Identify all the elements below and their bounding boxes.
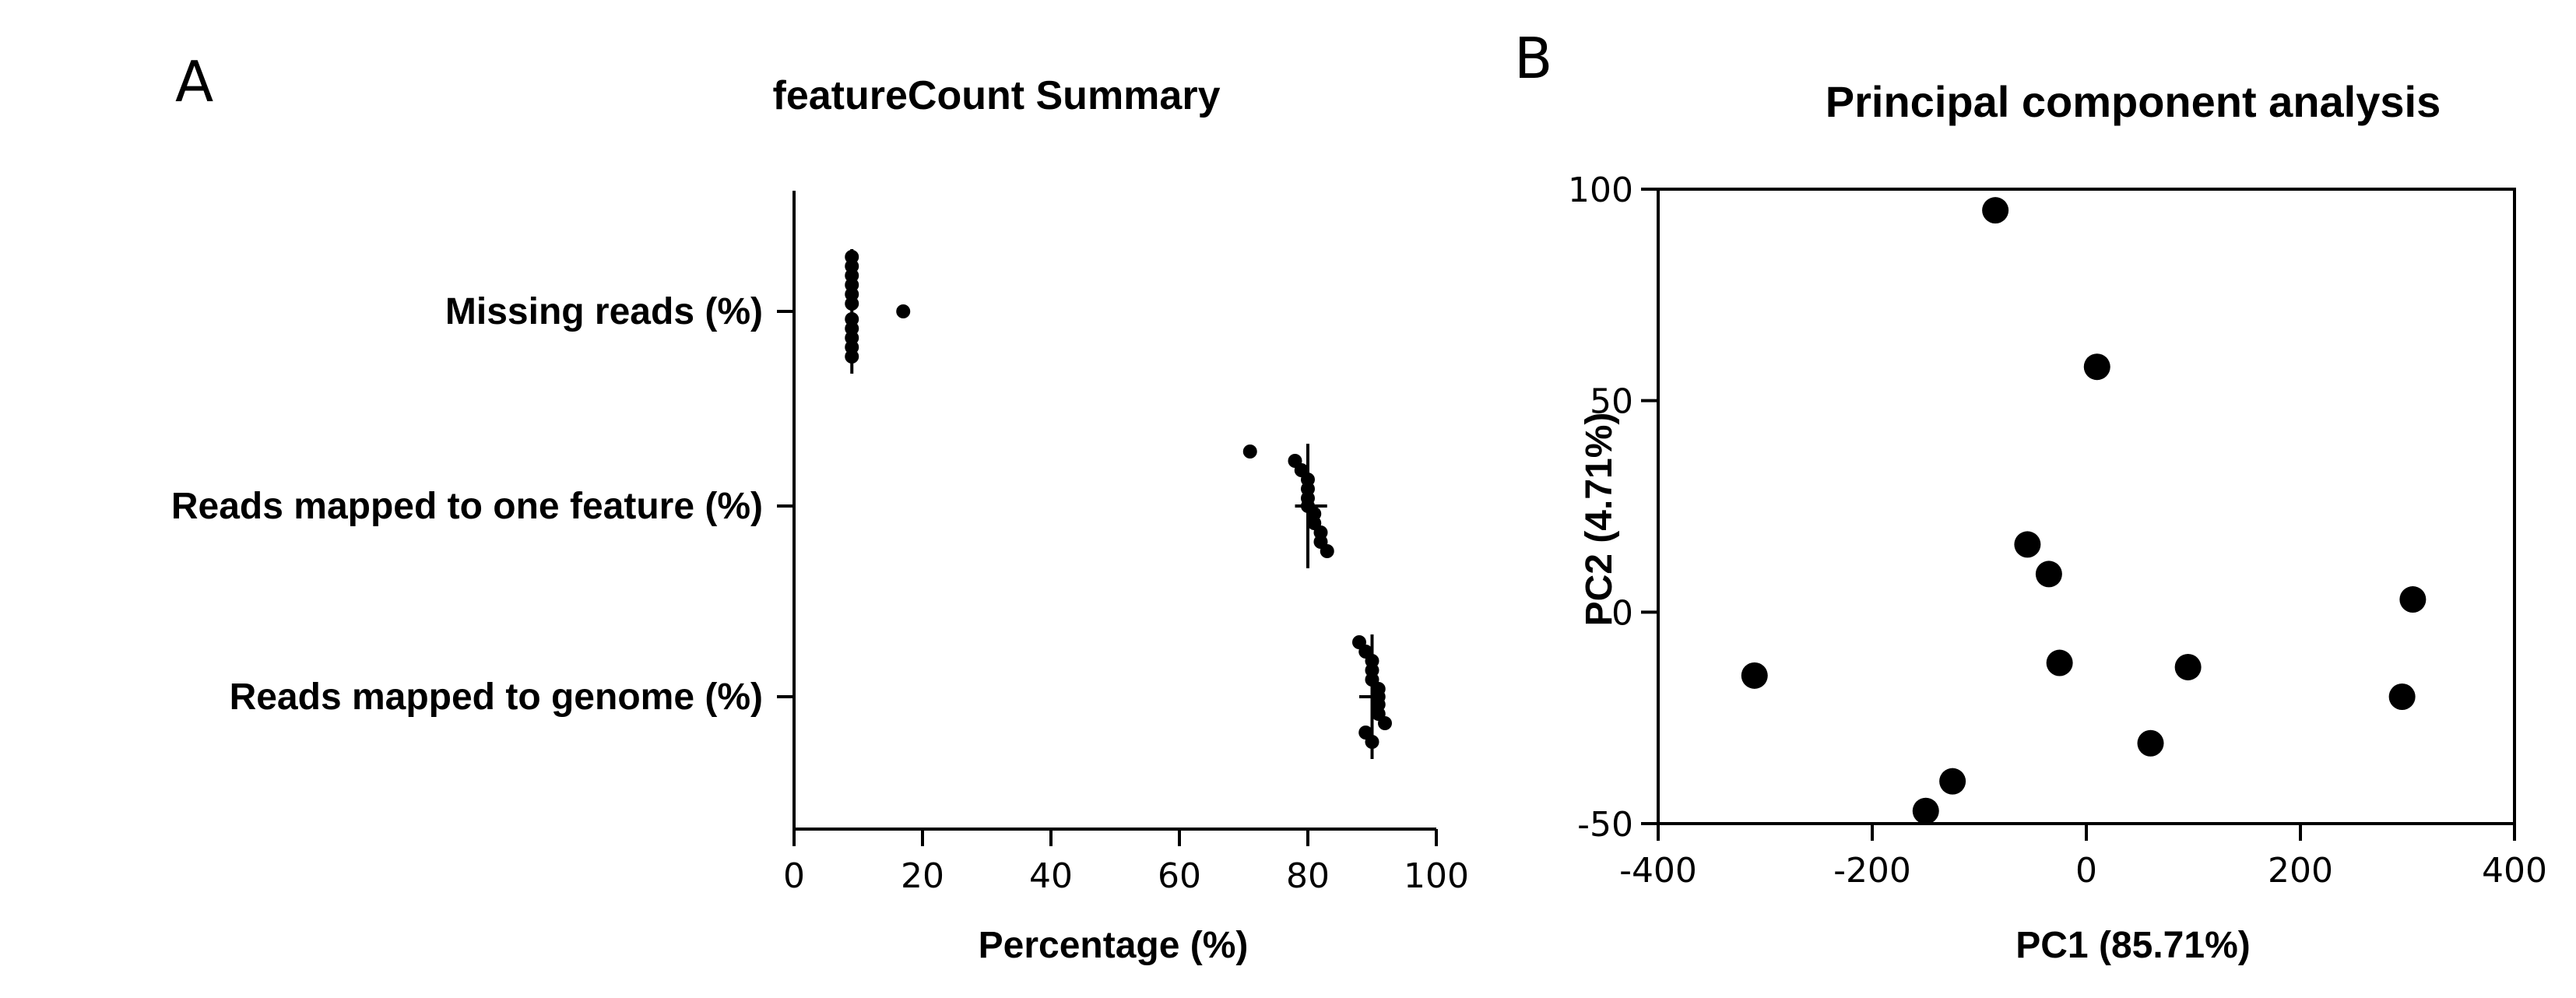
data-point [2137, 729, 2164, 757]
data-point [845, 297, 859, 311]
panel-a-letter: A [175, 49, 213, 114]
data-point [1741, 662, 1768, 689]
panel-a-axes: 0 20 40 60 80 100 Missing reads (%) Reads mappe… [171, 191, 1469, 896]
data-point [2083, 353, 2110, 381]
data-point [1301, 499, 1315, 513]
data-point [1982, 197, 2009, 224]
panel-b-letter: B [1514, 26, 1552, 91]
data-point [845, 350, 859, 364]
y-tick-label: Reads mapped to one feature (%) [171, 486, 763, 527]
x-tick-label: 20 [901, 856, 944, 896]
data-point [1371, 690, 1386, 704]
data-point [1378, 716, 1392, 730]
data-point [1912, 797, 1939, 824]
x-tick-label: 400 [2482, 851, 2547, 891]
data-point [1320, 544, 1334, 558]
y-tick-label: 100 [1568, 170, 1633, 210]
x-tick-label: 40 [1029, 856, 1073, 896]
y-tick-label: 50 [1590, 382, 1633, 422]
data-point [2174, 653, 2202, 680]
data-point [1242, 445, 1257, 459]
panel-a-x-axis-label: Percentage (%) [979, 925, 1249, 966]
x-tick-label: 80 [1286, 856, 1330, 896]
x-tick-label: 200 [2268, 851, 2333, 891]
data-point [896, 304, 911, 318]
data-point [2399, 586, 2427, 613]
data-point [2388, 683, 2416, 710]
panel-b-y-axis-label: PC2 (4.71%) [1579, 413, 1620, 627]
x-tick-label: 100 [1404, 856, 1469, 896]
y-tick-label: Reads mapped to genome (%) [230, 676, 763, 718]
panel-b-pca: Principal component analysis PC1 (85.71%… [1568, 77, 2547, 966]
data-point [1365, 735, 1379, 749]
plot-frame [1657, 188, 2516, 825]
y-tick-label: Missing reads (%) [445, 291, 763, 332]
panel-a-dot-plot: featureCount Summary Percentage (%) 0 20 4… [171, 73, 1469, 966]
panel-b-x-axis-label: PC1 (85.71%) [2015, 925, 2250, 966]
data-point [2035, 560, 2062, 588]
y-tick-label: 0 [1611, 593, 1633, 633]
x-tick-label: 0 [783, 856, 805, 896]
panel-b-title: Principal component analysis [1826, 77, 2441, 126]
panel-b-axes: -400 -200 0 200 400 -50 0 50 100 [1568, 170, 2547, 891]
y-tick-label: -50 [1577, 805, 1633, 845]
data-point [2046, 649, 2073, 676]
x-tick-label: 0 [2075, 851, 2097, 891]
panel-a-title: featureCount Summary [773, 73, 1221, 118]
panel-a-points [845, 249, 1392, 759]
x-tick-label: 60 [1158, 856, 1201, 896]
x-tick-label: -200 [1833, 851, 1911, 891]
data-point [2014, 531, 2041, 558]
panel-b-points [1741, 197, 2427, 824]
data-point [1939, 768, 1966, 795]
x-tick-label: -400 [1619, 851, 1697, 891]
